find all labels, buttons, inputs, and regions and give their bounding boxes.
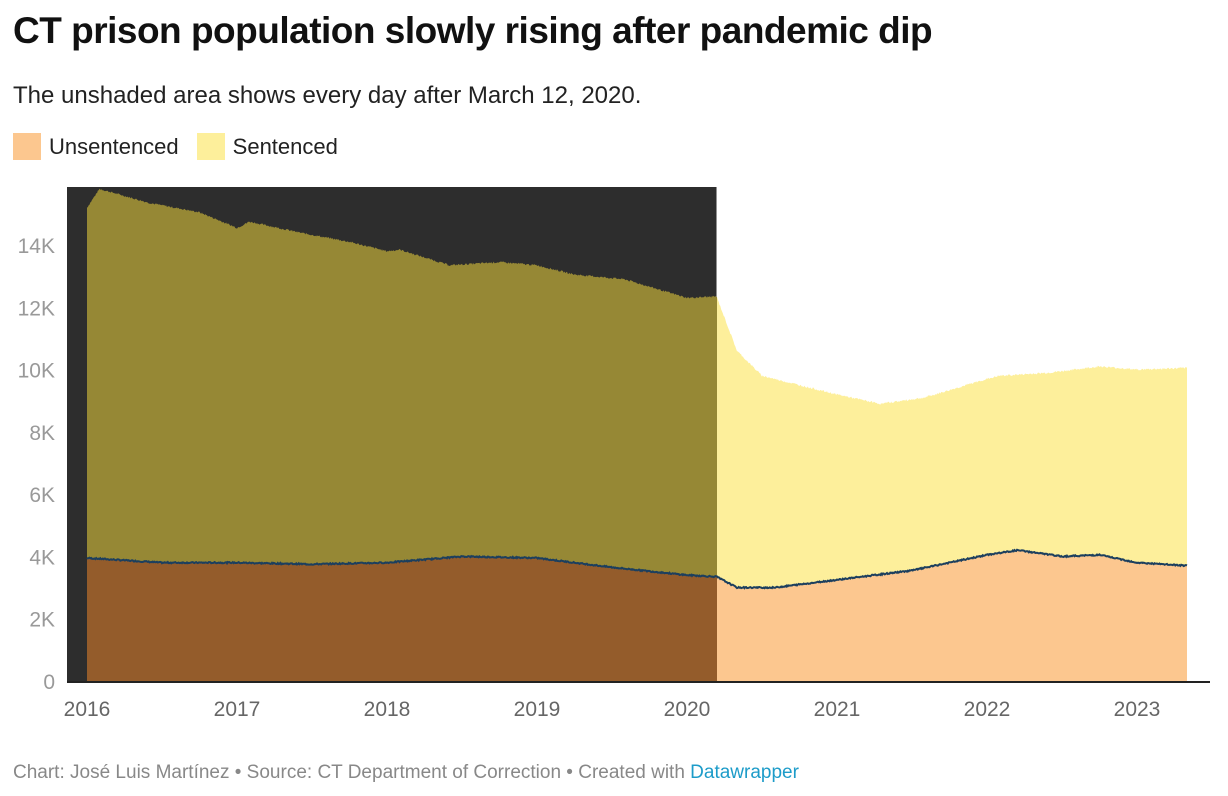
y-tick-label: 10K xyxy=(18,360,55,383)
y-tick-label: 14K xyxy=(18,235,55,258)
x-tick-label: 2016 xyxy=(64,698,111,721)
unsentenced-area-shaded xyxy=(87,556,717,681)
legend-label-unsentenced: Unsentenced xyxy=(49,133,179,159)
legend-swatch-unsentenced xyxy=(13,133,41,160)
unsentenced-line xyxy=(86,548,1188,590)
legend-item-sentenced: Sentenced xyxy=(196,133,338,160)
x-tick-label: 2022 xyxy=(964,698,1011,721)
x-tick-label: 2020 xyxy=(664,698,711,721)
datawrapper-link[interactable]: Datawrapper xyxy=(690,762,799,783)
x-tick-label: 2017 xyxy=(214,698,261,721)
legend-item-unsentenced: Unsentenced xyxy=(13,133,179,160)
unsentenced-area xyxy=(717,549,1187,681)
chart-subtitle: The unshaded area shows every day after … xyxy=(13,82,642,109)
x-tick-label: 2021 xyxy=(814,698,861,721)
x-tick-label: 2019 xyxy=(514,698,561,721)
y-tick-label: 2K xyxy=(29,609,55,632)
chart-footer: Chart: José Luis Martínez • Source: CT D… xyxy=(13,762,799,784)
y-tick-label: 8K xyxy=(29,422,55,445)
x-tick-label: 2018 xyxy=(364,698,411,721)
y-tick-label: 4K xyxy=(29,546,55,569)
footer-credits: Chart: José Luis Martínez • Source: CT D… xyxy=(13,762,691,783)
sentenced-area xyxy=(717,297,1187,589)
legend-swatch-sentenced xyxy=(196,133,225,160)
sentenced-area-shaded xyxy=(87,188,717,578)
legend-label-sentenced: Sentenced xyxy=(232,133,338,159)
x-tick-label: 2023 xyxy=(1114,698,1161,721)
y-tick-label: 0 xyxy=(43,671,55,694)
y-tick-label: 6K xyxy=(29,484,55,507)
legend: Unsentenced Sentenced xyxy=(13,133,338,160)
chart-title: CT prison population slowly rising after… xyxy=(13,10,933,51)
y-tick-label: 12K xyxy=(18,297,55,320)
